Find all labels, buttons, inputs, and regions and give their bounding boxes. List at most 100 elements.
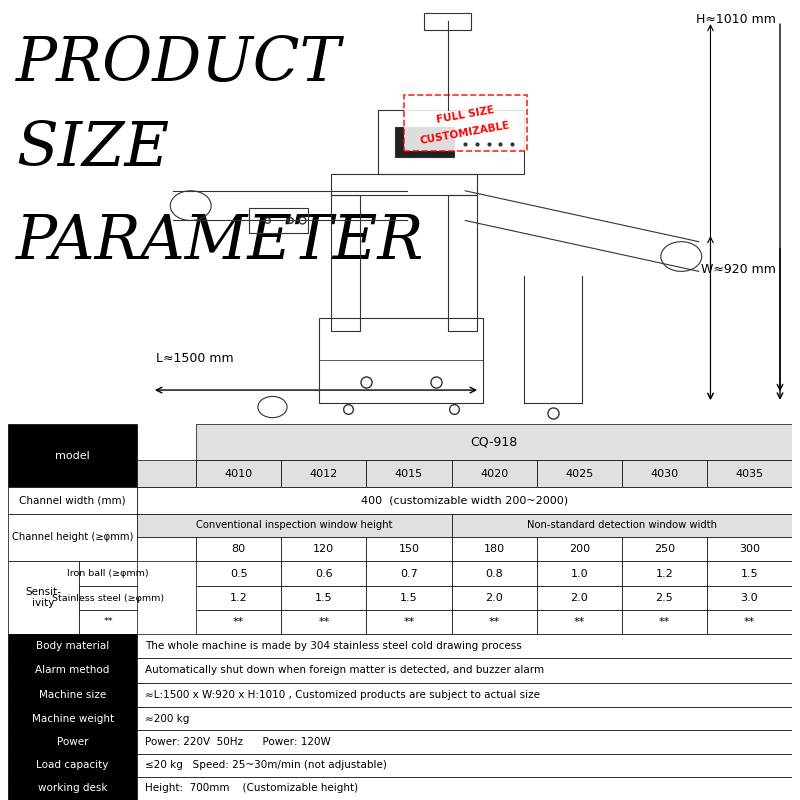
Bar xyxy=(451,610,537,634)
Bar xyxy=(622,586,707,610)
Text: 150: 150 xyxy=(398,544,419,554)
Text: 300: 300 xyxy=(739,544,760,554)
Text: **: ** xyxy=(658,617,670,627)
Bar xyxy=(451,537,537,562)
Text: CQ-918: CQ-918 xyxy=(470,435,518,449)
Bar xyxy=(424,13,471,30)
Text: 4015: 4015 xyxy=(395,469,423,478)
Text: W≈920 mm: W≈920 mm xyxy=(701,263,776,276)
Text: Height:  700mm    (Customizable height): Height: 700mm (Customizable height) xyxy=(146,783,358,794)
Text: 4010: 4010 xyxy=(225,469,253,478)
Bar xyxy=(622,562,707,586)
Text: 4035: 4035 xyxy=(735,469,763,478)
Bar xyxy=(395,127,454,157)
Bar xyxy=(366,460,451,487)
Text: **: ** xyxy=(103,618,113,626)
Text: 120: 120 xyxy=(314,544,334,554)
Text: 1.5: 1.5 xyxy=(400,593,418,603)
Text: Machine weight: Machine weight xyxy=(32,714,114,724)
Text: 4030: 4030 xyxy=(650,469,678,478)
Bar xyxy=(707,586,792,610)
Bar xyxy=(138,460,196,487)
Bar xyxy=(537,586,622,610)
Bar xyxy=(138,754,792,777)
Text: 2.5: 2.5 xyxy=(655,593,673,603)
Bar xyxy=(8,634,138,658)
Bar xyxy=(366,610,451,634)
Text: 4020: 4020 xyxy=(480,469,508,478)
Bar xyxy=(138,514,451,537)
Text: 4025: 4025 xyxy=(565,469,594,478)
Text: L≈1500 mm: L≈1500 mm xyxy=(156,352,234,365)
Bar xyxy=(282,562,366,586)
Bar xyxy=(8,707,138,730)
Bar xyxy=(78,562,138,586)
Bar xyxy=(366,537,451,562)
Text: 180: 180 xyxy=(483,544,505,554)
Text: 3.0: 3.0 xyxy=(741,593,758,603)
Bar xyxy=(537,610,622,634)
Bar xyxy=(8,754,138,777)
Text: Channel height (≥φmm): Channel height (≥φmm) xyxy=(12,533,134,542)
Bar xyxy=(8,682,138,707)
Text: Stainless steel (≥φmm): Stainless steel (≥φmm) xyxy=(52,594,164,602)
Text: 1.2: 1.2 xyxy=(230,593,247,603)
Bar xyxy=(537,562,622,586)
Bar xyxy=(196,537,282,562)
Text: working desk: working desk xyxy=(38,783,107,794)
Bar xyxy=(138,487,792,514)
Bar xyxy=(196,460,282,487)
Text: **: ** xyxy=(318,617,330,627)
Bar xyxy=(331,195,360,330)
Text: 250: 250 xyxy=(654,544,675,554)
Text: 1.2: 1.2 xyxy=(655,569,673,578)
Text: PRODUCT: PRODUCT xyxy=(16,34,342,94)
Bar xyxy=(282,537,366,562)
Text: 400  (customizable width 200~2000): 400 (customizable width 200~2000) xyxy=(361,495,568,506)
Bar xyxy=(249,208,307,234)
Bar xyxy=(707,537,792,562)
Text: 80: 80 xyxy=(232,544,246,554)
Text: ≈200 kg: ≈200 kg xyxy=(146,714,190,724)
Bar xyxy=(282,586,366,610)
Bar xyxy=(138,777,792,800)
Text: **: ** xyxy=(403,617,414,627)
Bar xyxy=(378,110,523,174)
Bar xyxy=(451,514,792,537)
Text: H≈1010 mm: H≈1010 mm xyxy=(696,13,776,26)
Bar xyxy=(138,730,792,754)
Bar xyxy=(448,195,477,330)
Bar xyxy=(366,562,451,586)
Text: 0.5: 0.5 xyxy=(230,569,247,578)
Bar xyxy=(622,610,707,634)
Text: Load capacity: Load capacity xyxy=(37,760,109,770)
Text: Power: Power xyxy=(57,737,89,747)
Bar xyxy=(707,562,792,586)
FancyBboxPatch shape xyxy=(404,95,526,150)
Text: 1.5: 1.5 xyxy=(741,569,758,578)
Text: Automatically shut down when foreign matter is detected, and buzzer alarm: Automatically shut down when foreign mat… xyxy=(146,666,544,675)
Bar xyxy=(8,514,138,562)
Bar xyxy=(707,460,792,487)
Bar xyxy=(319,318,482,403)
Text: Body material: Body material xyxy=(36,641,110,650)
Bar xyxy=(622,460,707,487)
Bar xyxy=(196,586,282,610)
Text: Conventional inspection window height: Conventional inspection window height xyxy=(196,520,393,530)
Bar xyxy=(622,537,707,562)
Bar xyxy=(451,460,537,487)
Bar xyxy=(138,707,792,730)
Bar xyxy=(331,174,477,195)
Text: Machine size: Machine size xyxy=(39,690,106,700)
Text: 1.5: 1.5 xyxy=(315,593,333,603)
Bar xyxy=(537,460,622,487)
Bar xyxy=(8,562,78,634)
Bar xyxy=(537,537,622,562)
Bar xyxy=(451,562,537,586)
Bar xyxy=(8,487,138,514)
Bar xyxy=(196,562,282,586)
Text: FULL SIZE: FULL SIZE xyxy=(435,105,495,125)
Bar xyxy=(282,610,366,634)
Bar xyxy=(707,610,792,634)
Bar xyxy=(196,610,282,634)
